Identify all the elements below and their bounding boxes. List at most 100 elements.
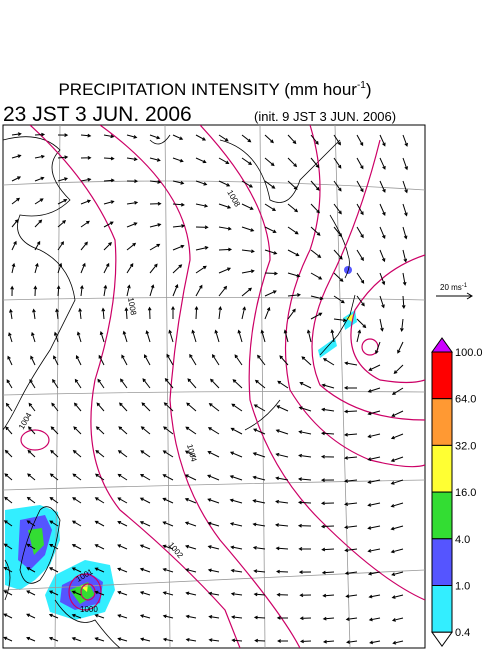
- wind-arrow: [209, 378, 220, 389]
- wind-arrow: [94, 567, 105, 573]
- wind-arrow: [195, 203, 209, 208]
- wind-arrow: [344, 479, 358, 483]
- colorbar-over: [431, 337, 453, 353]
- wind-arrow: [367, 571, 381, 576]
- wind-arrow: [34, 198, 44, 205]
- wind-arrow: [5, 402, 13, 412]
- wind-arrow: [287, 203, 299, 213]
- wind-arrow: [252, 452, 266, 458]
- wind-arrow: [343, 432, 358, 437]
- wind-arrow: [356, 272, 365, 284]
- wind-arrow: [369, 640, 381, 645]
- wind-arrow: [149, 263, 158, 274]
- wind-arrow: [117, 567, 128, 573]
- wind-arrow: [254, 638, 266, 643]
- wind-arrow: [3, 520, 13, 527]
- wind-arrow: [402, 203, 408, 217]
- wind-arrow: [53, 331, 59, 343]
- wind-arrow: [379, 272, 386, 286]
- wind-arrow: [172, 244, 185, 251]
- wind-arrow: [141, 402, 151, 412]
- wind-arrow: [55, 308, 59, 320]
- wind-arrow: [287, 272, 301, 278]
- wind-arrow: [275, 429, 289, 435]
- wind-arrow: [80, 199, 92, 205]
- wind-arrow: [103, 262, 110, 274]
- colorbar-label: 100.0: [455, 347, 483, 359]
- wind-arrow: [75, 354, 82, 366]
- wind-arrow: [194, 305, 199, 320]
- isobar: [68, 573, 102, 611]
- wind-arrow: [218, 285, 228, 297]
- precip-area: [318, 338, 337, 358]
- wind-arrow: [103, 178, 115, 183]
- wind-arrow: [231, 615, 243, 620]
- wind-arrow: [333, 295, 345, 304]
- wind-arrow: [185, 568, 197, 573]
- wind-arrow: [149, 223, 162, 228]
- wind-arrow: [117, 590, 128, 596]
- wind-arrow: [124, 307, 129, 320]
- wind-arrow: [218, 306, 223, 320]
- wind-arrow: [162, 521, 174, 527]
- wind-arrow: [232, 379, 243, 389]
- precip-area: [28, 528, 44, 555]
- wind-arrow: [207, 545, 220, 550]
- isobar: [311, 139, 425, 421]
- wind-arrow: [139, 591, 151, 596]
- wind-arrow: [126, 179, 139, 184]
- wind-arrow: [117, 450, 128, 458]
- init-time: (init. 9 JST 3 JUN. 2006): [254, 109, 396, 124]
- wind-arrow: [252, 545, 266, 550]
- wind-arrow: [322, 616, 335, 621]
- isobar: [99, 125, 301, 648]
- wind-arrow: [253, 404, 266, 412]
- wind-arrow: [171, 305, 175, 320]
- wind-arrow: [368, 364, 381, 371]
- wind-arrow: [3, 543, 13, 550]
- wind-arrow: [356, 226, 364, 239]
- wind-arrow: [26, 543, 36, 550]
- wind-arrow: [57, 177, 69, 182]
- wind-arrow: [94, 497, 105, 504]
- wind-arrow: [207, 521, 220, 527]
- wind-arrow: [298, 453, 312, 458]
- wind-arrow: [402, 272, 407, 286]
- wind-arrow: [356, 157, 364, 170]
- wind-arrow: [320, 431, 335, 436]
- wind-arrow: [208, 402, 220, 412]
- wind-arrow: [401, 295, 406, 310]
- wind-arrow: [4, 473, 13, 481]
- wind-arrow: [26, 613, 36, 619]
- wind-arrow: [140, 450, 151, 458]
- wind-arrow: [402, 226, 408, 240]
- wind-arrow: [402, 134, 408, 147]
- title-end: ): [366, 80, 372, 99]
- wind-arrow: [103, 156, 115, 161]
- wind-arrow: [379, 134, 386, 147]
- wind-arrow: [333, 134, 341, 146]
- wind-arrow: [344, 548, 358, 553]
- wind-arrow: [164, 377, 174, 389]
- wind-arrow: [195, 284, 203, 297]
- wind-arrow: [57, 199, 68, 205]
- wind-arrow: [95, 426, 105, 435]
- wind-arrow: [149, 134, 161, 140]
- wind-arrow: [276, 405, 289, 412]
- wind-arrow: [231, 403, 243, 412]
- isobar: [29, 125, 241, 648]
- wind-arrow: [71, 637, 82, 642]
- wind-arrow: [10, 285, 15, 297]
- wind-arrow: [122, 330, 128, 343]
- wind-arrow: [287, 157, 298, 168]
- wind-arrow: [218, 247, 233, 252]
- wind-arrow: [57, 262, 63, 274]
- wind-arrow: [163, 426, 174, 435]
- wind-arrow: [119, 402, 128, 412]
- wind-arrow: [208, 591, 220, 596]
- wind-arrow: [48, 590, 59, 596]
- wind-arrow: [367, 433, 381, 439]
- wind-arrow: [11, 219, 19, 228]
- wind-arrow: [4, 496, 13, 504]
- wind-arrow: [333, 157, 342, 169]
